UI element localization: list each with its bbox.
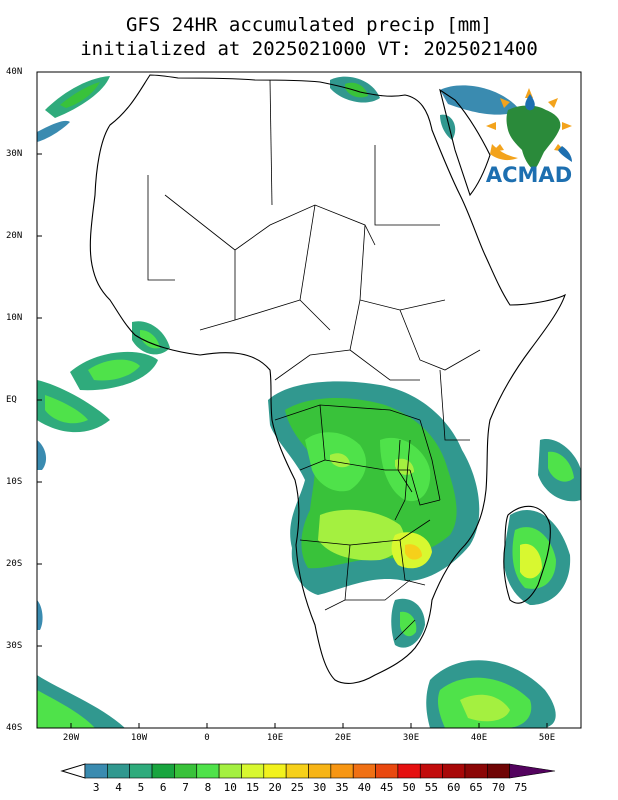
colorbar-bin xyxy=(397,763,421,779)
country-borders xyxy=(147,79,481,641)
colorbar-label: 45 xyxy=(380,781,394,794)
colorbar-label: 8 xyxy=(204,781,212,794)
axis-ticks xyxy=(37,71,548,729)
lon-label: 50E xyxy=(538,733,556,743)
lon-label: 10E xyxy=(266,733,284,743)
colorbar-label: 7 xyxy=(182,781,189,794)
precip-field-central-southern-africa xyxy=(268,381,480,595)
colorbar-label: 70 xyxy=(491,781,506,794)
lon-label: 20E xyxy=(334,733,352,743)
africa-icon xyxy=(506,105,561,170)
colorbar-bin xyxy=(263,763,287,779)
lat-label: 20N xyxy=(6,231,23,241)
colorbar-label: 75 xyxy=(514,781,528,794)
colorbar-label: 3 xyxy=(92,781,100,794)
colorbar-bin xyxy=(486,763,510,779)
acmad-logo xyxy=(486,88,572,170)
colorbar-label: 25 xyxy=(290,781,304,794)
precip-field-west-africa-coast xyxy=(132,321,170,355)
lon-label: 40E xyxy=(470,733,488,743)
colorbar-bin xyxy=(352,763,376,779)
colorbar-bin xyxy=(241,763,265,779)
colorbar-bin xyxy=(419,763,443,779)
lon-label: 10W xyxy=(130,733,148,743)
colorbar-bin xyxy=(308,763,332,779)
lat-label: 40N xyxy=(6,67,23,77)
colorbar-label: 5 xyxy=(137,781,145,794)
colorbar-bin xyxy=(107,763,130,779)
lon-label: 20W xyxy=(62,733,80,743)
map-title-line1: GFS 24HR accumulated precip [mm] xyxy=(125,14,493,36)
colorbar-label: 6 xyxy=(159,781,167,794)
colorbar-label: 35 xyxy=(335,781,349,794)
lat-label: 30N xyxy=(6,149,23,159)
colorbar-label: 40 xyxy=(357,781,371,794)
water-drop-icon xyxy=(525,94,535,111)
colorbar-bin xyxy=(330,763,354,779)
colorbar-label: 4 xyxy=(115,781,122,794)
colorbar-bin xyxy=(196,763,220,779)
colorbar-bin xyxy=(84,763,108,779)
lat-label: 20S xyxy=(6,559,23,569)
colorbar-label: 60 xyxy=(447,781,461,794)
lat-label: 40S xyxy=(6,723,23,733)
precip-field-north-atlantic xyxy=(37,76,110,142)
precip-field-madagascar xyxy=(503,439,581,605)
map-title-line2: initialized at 2025021000 VT: 2025021400 xyxy=(80,38,538,60)
colorbar-bin xyxy=(218,763,242,779)
lon-label: 30E xyxy=(402,733,420,743)
lat-label: 10N xyxy=(6,313,23,323)
colorbar-label: 55 xyxy=(424,781,439,794)
lat-label: 10S xyxy=(6,477,23,487)
colorbar-label: 20 xyxy=(268,781,282,794)
lat-label: 30S xyxy=(6,641,23,651)
colorbar-label: 30 xyxy=(313,781,327,794)
lon-label: 0 xyxy=(204,733,210,743)
colorbar-bin xyxy=(375,763,399,779)
colorbar-bin xyxy=(174,763,198,779)
coastline xyxy=(89,74,566,684)
lat-label: EQ xyxy=(6,395,17,405)
colorbar-bin xyxy=(442,763,466,779)
colorbar-max-arrow xyxy=(509,763,556,779)
colorbar-label: 10 xyxy=(223,781,237,794)
colorbar-bin xyxy=(151,763,175,779)
colorbar-min-arrow xyxy=(60,763,86,779)
colorbar-bin xyxy=(464,763,488,779)
colorbar-label: 15 xyxy=(246,781,260,794)
precip-field-southern-ocean xyxy=(37,600,556,728)
colorbar-label: 65 xyxy=(469,781,483,794)
colorbar xyxy=(60,763,556,779)
colorbar-bin xyxy=(129,763,153,779)
colorbar-bin xyxy=(285,763,309,779)
acmad-logo-text: ACMAD xyxy=(485,163,573,187)
precip-field-gulf-of-guinea xyxy=(37,351,158,470)
colorbar-label: 50 xyxy=(402,781,416,794)
